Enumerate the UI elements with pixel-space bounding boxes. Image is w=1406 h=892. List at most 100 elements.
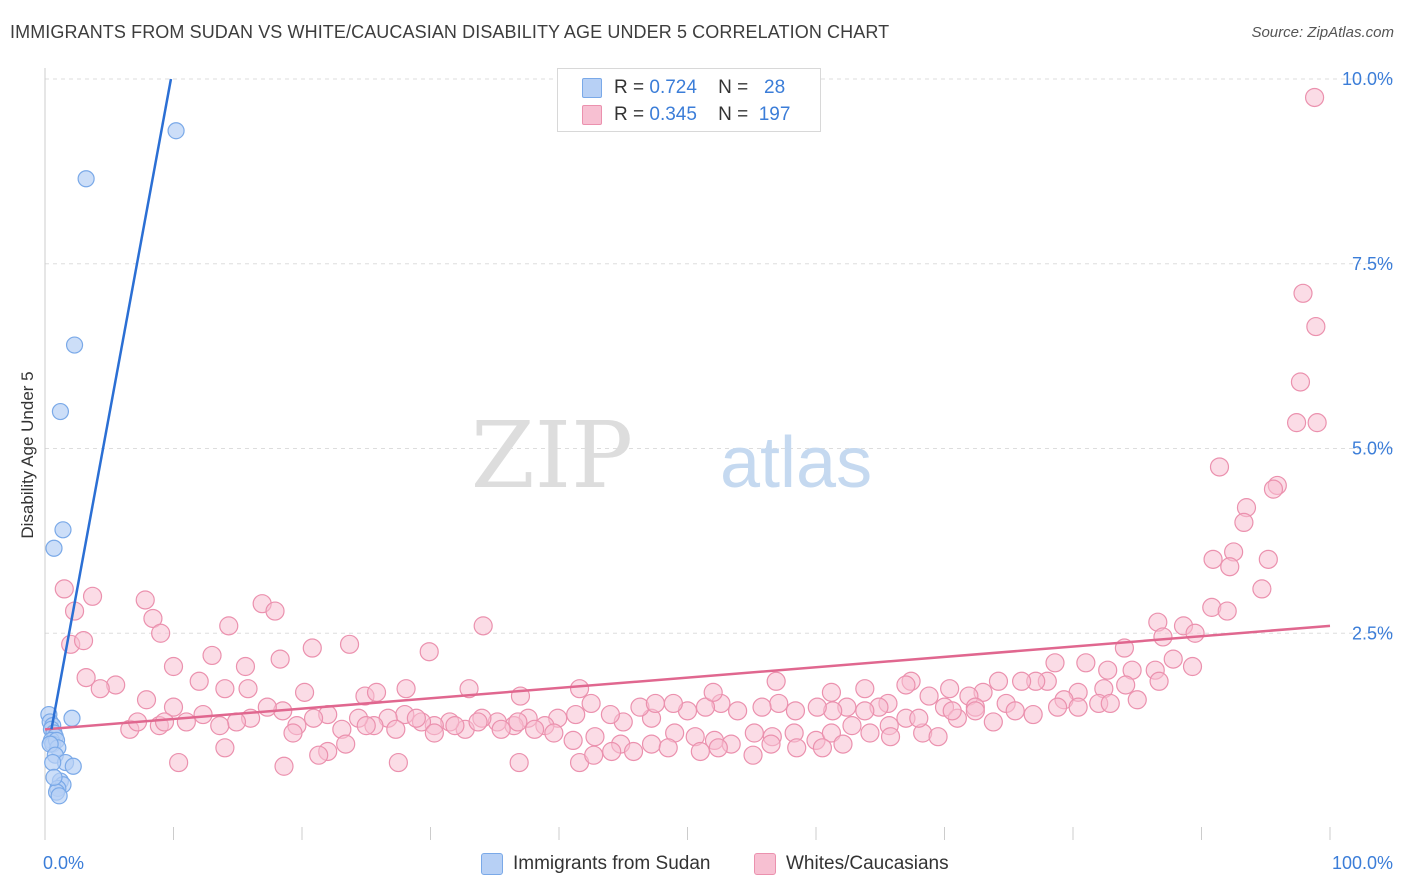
legend-swatch-blue	[582, 78, 602, 98]
data-point-whites	[283, 723, 303, 743]
data-point-whites	[302, 638, 322, 658]
data-point-whites	[965, 701, 985, 721]
y-axis-label: Disability Age Under 5	[18, 371, 37, 539]
data-point-whites	[812, 738, 833, 758]
data-point-whites	[270, 649, 290, 669]
data-point-whites	[238, 679, 258, 699]
bottom-legend-label-whites: Whites/Caucasians	[786, 853, 949, 874]
data-point-whites	[703, 682, 723, 702]
data-point-whites	[1220, 557, 1240, 577]
data-point-whites	[752, 697, 772, 717]
data-point-whites	[842, 716, 862, 736]
data-point-whites	[1149, 671, 1169, 691]
data-point-whites	[1023, 704, 1043, 725]
data-point-whites	[473, 616, 493, 636]
data-point-whites	[1217, 601, 1237, 621]
data-point-whites	[919, 686, 939, 706]
data-point-whites	[309, 745, 329, 765]
watermark-zip: ZIP	[471, 402, 633, 509]
data-point-whites	[73, 631, 94, 651]
data-point-whites	[988, 671, 1009, 691]
data-point-whites	[645, 693, 665, 714]
data-point-sudan	[167, 122, 185, 140]
trend-lines	[44, 78, 1331, 731]
data-point-whites	[1100, 693, 1120, 714]
data-point-whites	[388, 752, 408, 773]
data-point-whites	[419, 642, 439, 662]
data-point-whites	[1182, 656, 1203, 677]
watermark-atlas: atlas	[720, 423, 872, 503]
chart-title: IMMIGRANTS FROM SUDAN VS WHITE/CAUCASIAN…	[10, 22, 890, 42]
data-point-sudan	[45, 539, 63, 557]
data-point-whites	[459, 679, 479, 699]
data-point-whites	[1203, 549, 1223, 569]
data-point-whites	[54, 579, 74, 599]
data-point-sudan	[50, 787, 68, 805]
data-point-whites	[76, 667, 96, 688]
data-point-whites	[1047, 697, 1068, 717]
data-point-whites	[1290, 372, 1311, 392]
data-point-whites	[602, 741, 622, 762]
data-point-whites	[855, 679, 875, 699]
data-point-whites	[623, 741, 644, 762]
data-point-whites	[386, 719, 406, 739]
data-point-whites	[1076, 653, 1096, 673]
data-point-whites	[940, 679, 960, 699]
data-point-whites	[1306, 316, 1326, 337]
legend-swatch-pink	[582, 105, 602, 125]
x-tick-label: 100.0%	[1332, 853, 1393, 873]
data-point-whites	[761, 734, 781, 754]
data-point-whites	[468, 712, 488, 732]
data-point-whites	[176, 712, 196, 732]
data-point-whites	[1286, 413, 1307, 433]
data-point-whites	[896, 675, 916, 695]
data-point-whites	[143, 608, 163, 629]
data-point-whites	[1209, 457, 1230, 477]
data-point-whites	[151, 623, 171, 643]
data-point-whites	[1252, 579, 1272, 599]
data-point-whites	[880, 727, 901, 747]
bottom-legend-swatch-pink	[754, 853, 776, 875]
data-point-whites	[728, 701, 748, 721]
data-point-whites	[336, 734, 356, 754]
data-point-whites	[787, 738, 807, 758]
data-point-whites	[135, 590, 155, 610]
data-point-whites	[396, 679, 416, 699]
data-point-whites	[1127, 690, 1147, 710]
data-point-whites	[860, 723, 880, 743]
data-point-sudan	[64, 757, 82, 775]
data-point-whites	[855, 701, 875, 721]
data-point-whites	[563, 730, 583, 751]
data-point-whites	[695, 697, 716, 717]
correlation-legend: R = 0.724 N = 28 R = 0.345 N = 197	[557, 68, 821, 132]
data-point-whites	[90, 679, 110, 699]
data-point-whites	[1293, 283, 1313, 303]
data-point-whites	[1116, 675, 1136, 695]
data-point-whites	[600, 704, 621, 725]
data-point-whites	[154, 712, 175, 732]
series-whites-points	[54, 87, 1327, 776]
y-tick-label: 7.5%	[1352, 254, 1393, 274]
data-point-whites	[942, 701, 962, 721]
legend-stats-sudan: R = 0.724 N = 28	[614, 77, 786, 98]
data-point-whites	[928, 727, 948, 747]
data-point-whites	[189, 671, 209, 691]
data-point-whites	[219, 616, 239, 636]
data-point-sudan	[54, 521, 72, 539]
data-point-whites	[690, 741, 710, 762]
data-point-whites	[406, 708, 426, 728]
data-point-whites	[163, 697, 184, 717]
data-point-whites	[491, 719, 511, 739]
data-point-whites	[766, 671, 786, 691]
data-point-whites	[1068, 697, 1088, 717]
data-point-whites	[585, 727, 605, 747]
trend-line-whites	[44, 624, 1331, 731]
x-tick-label: 0.0%	[43, 853, 84, 873]
data-point-whites	[1098, 660, 1118, 680]
data-point-whites	[566, 704, 586, 725]
data-point-whites	[1153, 627, 1173, 647]
y-tick-label: 2.5%	[1352, 623, 1393, 643]
data-point-whites	[265, 601, 285, 621]
data-point-whites	[1307, 413, 1327, 433]
